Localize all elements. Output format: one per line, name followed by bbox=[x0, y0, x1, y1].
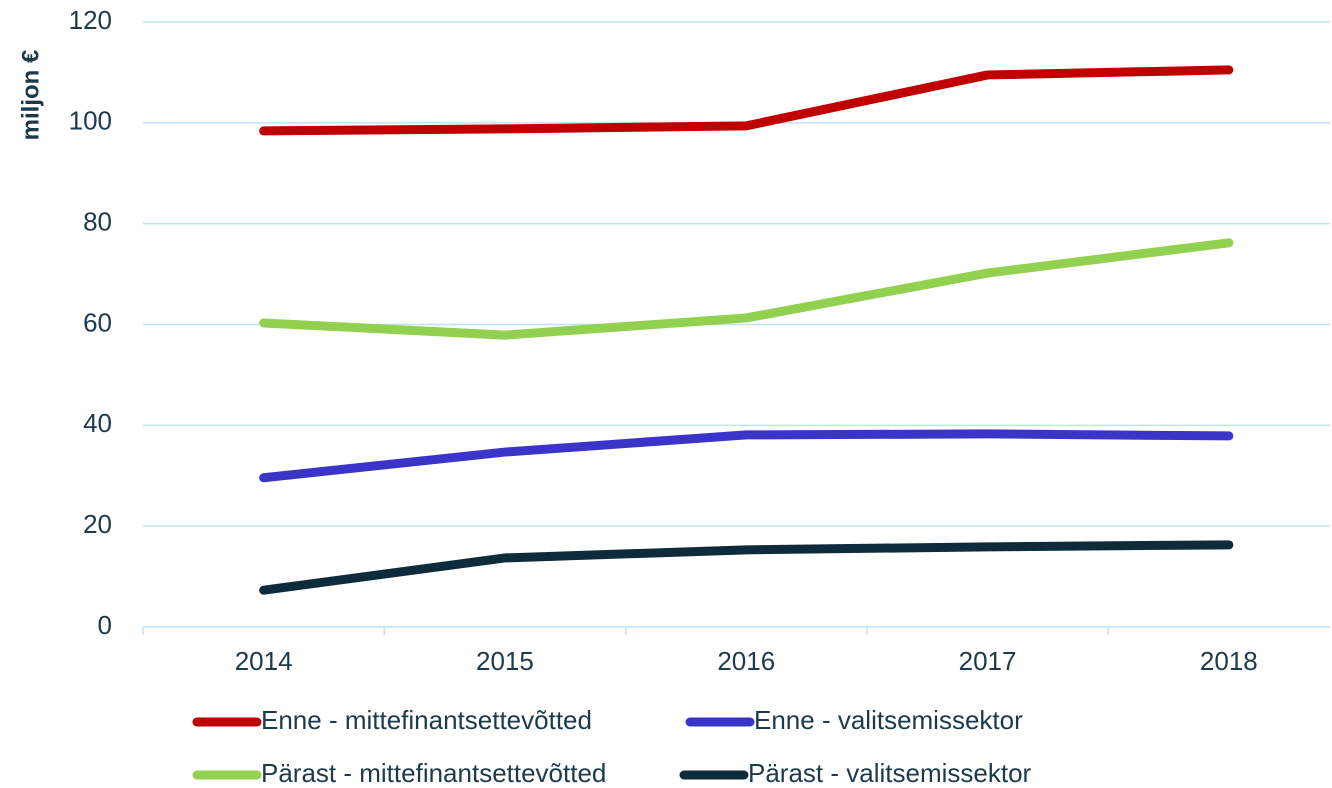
y-tick-label: 80 bbox=[83, 207, 112, 237]
series-line bbox=[259, 429, 1234, 483]
y-tick-label: 120 bbox=[69, 5, 112, 35]
y-tick-label: 20 bbox=[83, 509, 112, 539]
x-tick-label: 2017 bbox=[959, 646, 1017, 676]
y-axis-label: miljon € bbox=[17, 50, 44, 141]
x-tick-label: 2015 bbox=[476, 646, 534, 676]
legend-label: Pärast - valitsemissektor bbox=[748, 758, 1032, 788]
y-tick-label: 0 bbox=[98, 610, 112, 640]
y-tick-label: 100 bbox=[69, 106, 112, 136]
legend-label: Pärast - mittefinantsettevõtted bbox=[261, 758, 606, 788]
series-line bbox=[259, 65, 1234, 136]
y-tick-label: 40 bbox=[83, 408, 112, 438]
legend-label: Enne - valitsemissektor bbox=[754, 705, 1023, 735]
series-line bbox=[259, 540, 1234, 595]
y-tick-label: 60 bbox=[83, 307, 112, 337]
legend-label: Enne - mittefinantsettevõtted bbox=[261, 705, 592, 735]
x-tick-label: 2018 bbox=[1200, 646, 1258, 676]
x-tick-label: 2014 bbox=[235, 646, 293, 676]
x-tick-label: 2016 bbox=[717, 646, 775, 676]
series-line bbox=[259, 238, 1234, 340]
